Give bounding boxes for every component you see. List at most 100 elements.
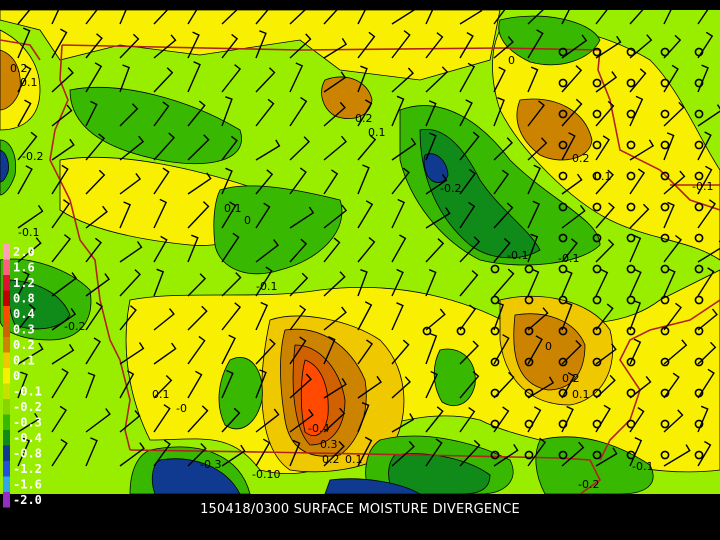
wind-barb	[425, 10, 434, 25]
wind-barb	[629, 203, 650, 229]
contour-label: -0.1	[507, 249, 528, 262]
wind-barb	[357, 10, 366, 25]
wind-barb	[629, 10, 644, 25]
convergence-circles	[422, 47, 704, 460]
wind-barb	[289, 373, 312, 399]
wind-barb	[17, 205, 44, 229]
convergence-circle	[490, 419, 500, 429]
wind-barb	[663, 34, 682, 59]
wind-barb	[85, 100, 98, 127]
wind-barb	[493, 444, 519, 467]
wind-barb	[153, 439, 171, 467]
wind-barb	[255, 202, 271, 229]
wind-barb	[527, 66, 539, 93]
wind-barb	[357, 134, 377, 161]
wind-barb	[51, 308, 77, 331]
convergence-circle	[558, 388, 568, 398]
contour-label: -0.4	[308, 422, 329, 435]
contour-label: 0.3	[320, 438, 338, 451]
wind-barb	[357, 339, 374, 365]
wind-barb	[51, 138, 75, 161]
contour-label: -0.2	[22, 150, 43, 163]
wind-barb	[289, 272, 309, 297]
wind-barb	[289, 96, 308, 127]
convergence-circle	[626, 326, 636, 336]
wind-barb	[85, 302, 103, 331]
wind-barb	[85, 169, 106, 195]
wind-barb	[17, 270, 30, 297]
wind-barb	[153, 34, 177, 59]
convergence-circle	[592, 295, 602, 305]
wind-barb	[425, 132, 437, 161]
state-borders	[0, 39, 720, 494]
wind-barb	[323, 407, 346, 433]
convergence-circle	[592, 233, 602, 243]
wind-barb	[323, 204, 348, 229]
wind-barb	[391, 376, 411, 399]
wind-barb	[697, 405, 709, 433]
wind-barb	[85, 337, 101, 365]
legend-swatch	[3, 461, 10, 477]
wind-barb	[595, 303, 614, 331]
wind-barb	[561, 340, 582, 365]
wind-barb	[153, 67, 174, 93]
wind-barb	[187, 273, 207, 297]
legend-label: 0.3	[13, 323, 35, 337]
wind-barb	[697, 64, 709, 93]
convergence-circle	[524, 450, 534, 460]
wind-barb	[85, 133, 106, 161]
convergence-circle	[626, 140, 636, 150]
convergence-circle	[660, 326, 670, 336]
wind-barb	[459, 407, 476, 433]
wind-barb	[425, 438, 443, 467]
wind-barb	[595, 169, 614, 195]
wind-barb	[17, 437, 31, 467]
wind-barb	[153, 308, 175, 331]
wind-barb	[255, 239, 279, 263]
contour-label: -0	[176, 402, 187, 415]
wind-barb	[493, 137, 513, 161]
wind-barb	[391, 268, 404, 297]
wind-barb	[629, 268, 642, 297]
wind-barb	[697, 440, 712, 467]
convergence-circle	[490, 295, 500, 305]
convergence-circle	[592, 450, 602, 460]
wind-barb	[119, 241, 143, 263]
legend-label: 1.2	[13, 276, 35, 290]
convergence-circle	[660, 419, 670, 429]
legend-swatch	[3, 476, 10, 492]
wind-barb	[493, 10, 506, 25]
wind-barb	[595, 202, 615, 229]
convergence-circle	[558, 109, 568, 119]
wind-barb	[629, 168, 646, 195]
wind-barb	[391, 302, 404, 331]
wind-barb	[323, 271, 346, 297]
convergence-circle	[694, 326, 704, 336]
contour-fills-orange	[0, 49, 613, 473]
wind-barb	[357, 99, 373, 127]
wind-barb	[459, 236, 481, 263]
convergence-circle	[558, 295, 568, 305]
wind-barb	[561, 301, 573, 331]
wind-barb	[425, 32, 444, 59]
convergence-circle	[490, 326, 500, 336]
wind-barb	[289, 136, 310, 161]
contour-label: 0	[244, 214, 251, 227]
wind-barb	[255, 301, 269, 331]
wind-barb	[629, 338, 642, 365]
wind-barb	[663, 444, 691, 467]
wind-barb	[527, 137, 548, 161]
wind-barb	[561, 98, 583, 127]
convergence-circle	[660, 78, 670, 88]
wind-barb	[493, 238, 511, 263]
wind-barb	[663, 268, 676, 297]
wind-barb	[85, 273, 110, 297]
convergence-circle	[626, 171, 636, 181]
wind-barb	[357, 164, 370, 195]
wind-barb	[85, 10, 98, 25]
wind-barb	[323, 440, 345, 467]
convergence-circle	[694, 202, 704, 212]
wind-barb	[697, 199, 716, 229]
wind-barb	[85, 62, 103, 93]
convergence-circle	[694, 388, 704, 398]
